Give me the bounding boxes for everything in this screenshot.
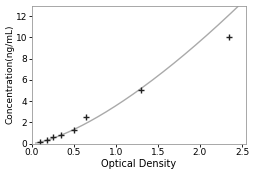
X-axis label: Optical Density: Optical Density — [101, 159, 176, 169]
Y-axis label: Concentration(ng/mL): Concentration(ng/mL) — [6, 25, 14, 124]
